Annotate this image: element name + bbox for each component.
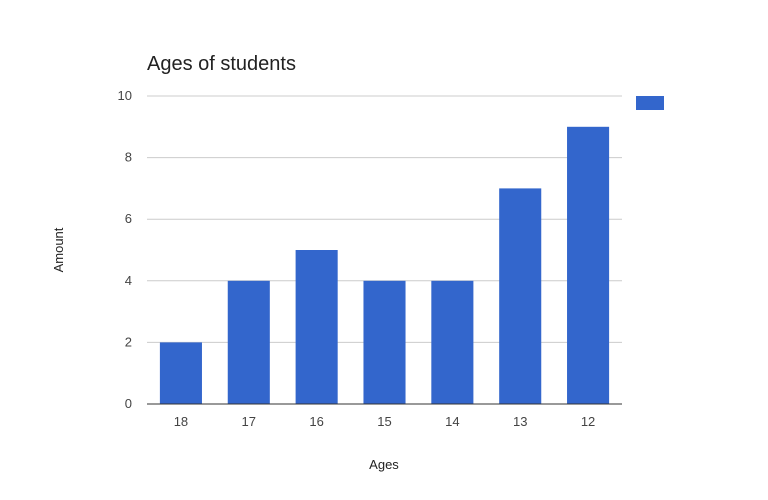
bar [159,342,202,404]
bar [363,280,406,404]
legend-swatch [636,96,664,110]
bar [295,250,338,404]
bar [431,280,474,404]
gridlines [147,95,622,343]
y-axis-title: Amount [51,227,66,272]
bar [227,280,270,404]
y-tick-label: 4 [125,273,132,288]
y-tick-label: 10 [118,88,132,103]
x-axis-title: Ages [369,457,399,472]
chart-title: Ages of students [147,53,296,75]
x-tick-label: 17 [242,414,256,429]
x-tick-label: 13 [513,414,527,429]
bar [567,126,610,405]
x-tick-label: 16 [309,414,323,429]
y-tick-label: 6 [125,211,132,226]
bar-series [159,126,610,405]
x-tick-label: 12 [581,414,595,429]
x-tick-label: 14 [445,414,459,429]
y-tick-label: 8 [125,150,132,165]
y-axis-tick-labels: 0 2 4 6 8 10 [118,88,132,411]
x-axis-tick-labels: 18 17 16 15 14 13 12 [174,414,596,429]
y-tick-label: 0 [125,396,132,411]
x-tick-label: 15 [377,414,391,429]
bar [499,188,542,404]
y-tick-label: 2 [125,334,132,349]
x-tick-label: 18 [174,414,188,429]
